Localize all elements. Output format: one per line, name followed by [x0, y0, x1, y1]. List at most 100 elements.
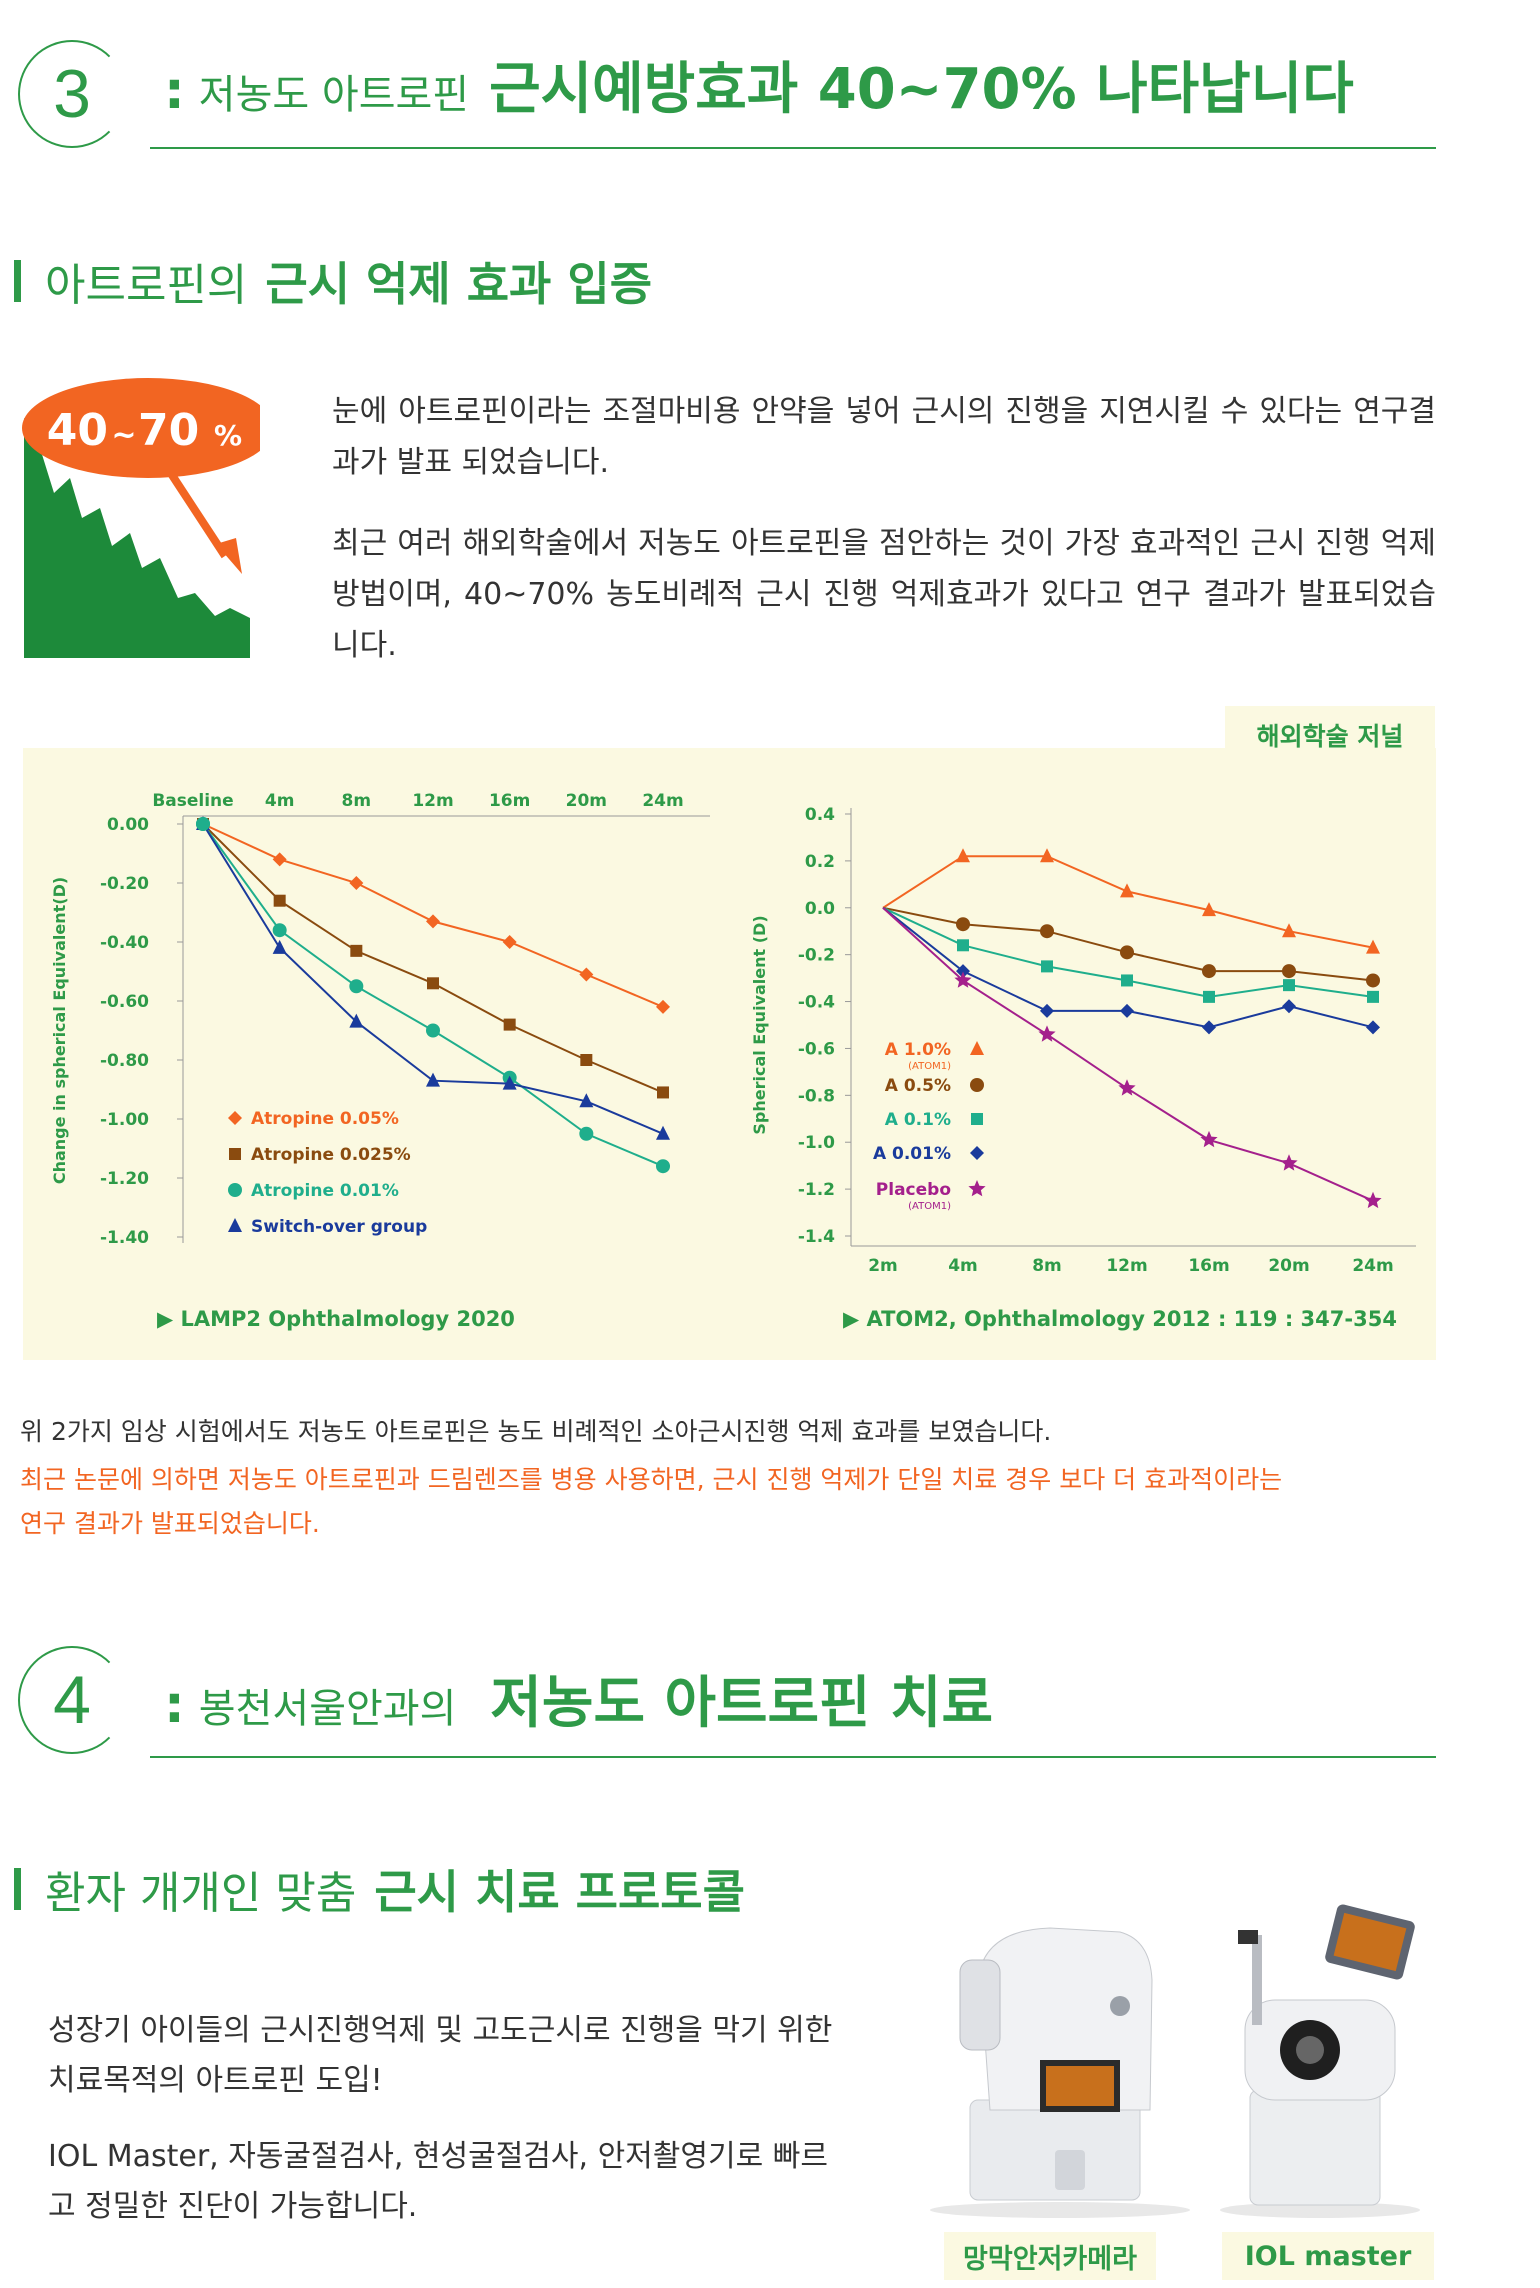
data-point — [1367, 990, 1379, 1003]
data-point — [426, 1072, 440, 1087]
legend-sub: (ATOM1) — [908, 1061, 951, 1072]
y-tick-label: -0.20 — [100, 874, 149, 894]
data-point — [956, 917, 970, 932]
protocol-paragraph-2: IOL Master, 자동굴절검사, 현성굴절검사, 안저촬영기로 빠르고 정… — [48, 2139, 828, 2224]
data-point — [957, 939, 969, 952]
subhead-bar — [14, 1868, 21, 1910]
y-tick-label: 0.2 — [805, 852, 835, 872]
data-point — [1366, 1020, 1380, 1035]
legend-marker — [968, 1180, 986, 1197]
data-point — [656, 1159, 670, 1174]
intro-paragraph-1: 눈에 아트로핀이라는 조절마비용 안약을 넣어 근시의 진행을 지연시킬 수 있… — [332, 394, 1436, 480]
data-point — [956, 848, 970, 863]
x-tick-label: 20m — [1268, 1256, 1309, 1276]
y-axis-label: Spherical Equivalent (D) — [750, 915, 769, 1134]
legend-sub: (ATOM1) — [908, 1201, 951, 1212]
origin-point — [196, 817, 210, 831]
intro-paragraph-2: 최근 여러 해외학술에서 저농도 아트로핀을 점안하는 것이 가장 효과적인 근… — [332, 526, 1436, 663]
x-tick-label: 8m — [342, 791, 372, 811]
data-point — [349, 876, 364, 890]
decline-shape — [24, 418, 250, 658]
section4-title: : 봉천서울안과의 저농도 아트로핀 치료 — [164, 1671, 994, 1736]
data-point — [349, 1013, 364, 1028]
data-point — [1120, 883, 1134, 898]
data-point — [1038, 1025, 1056, 1042]
chart-source: ▶ LAMP2 Ophthalmology 2020 — [157, 1307, 515, 1331]
data-point — [349, 979, 364, 994]
data-point — [1282, 923, 1296, 938]
legend-marker — [228, 1183, 242, 1197]
arrow-head — [216, 538, 242, 574]
section3-title: : 저농도 아트로핀 근시예방효과 40~70% 나타납니다 — [164, 57, 1354, 122]
y-tick-label: -0.80 — [100, 1051, 149, 1071]
legend-label: Atropine 0.05% — [251, 1109, 399, 1129]
data-point — [350, 944, 363, 957]
x-tick-label: 4m — [948, 1256, 978, 1276]
data-point — [273, 894, 286, 907]
y-tick-label: -1.0 — [798, 1133, 835, 1153]
data-point — [1120, 1003, 1134, 1018]
y-tick-label: -0.6 — [798, 1039, 835, 1059]
data-point — [1282, 964, 1296, 979]
y-tick-label: -1.40 — [100, 1228, 149, 1248]
data-point — [1121, 974, 1133, 987]
data-point — [426, 914, 440, 929]
x-tick-label: 16m — [489, 791, 530, 811]
y-tick-label: -0.4 — [798, 993, 835, 1013]
x-tick-label: 12m — [1106, 1256, 1147, 1276]
data-point — [1282, 999, 1296, 1014]
section-number-4: 4 — [18, 1646, 126, 1754]
section4-divider — [150, 1756, 1436, 1758]
legend-label: A 0.01% — [873, 1144, 951, 1164]
data-point — [954, 971, 972, 988]
y-tick-label: -1.00 — [100, 1110, 149, 1130]
data-point — [272, 939, 287, 954]
data-point — [956, 964, 970, 979]
data-point — [579, 1126, 594, 1141]
note-line-3: 연구 결과가 발표되었습니다. — [20, 1509, 320, 1538]
protocol-paragraph-1: 성장기 아이들의 근시진행억제 및 고도근시로 진행을 막기 위한 치료목적의 … — [48, 2013, 833, 2098]
section3-divider — [150, 147, 1436, 149]
subhead-myopia-suppression: 아트로핀의 근시 억제 효과 입증 — [14, 248, 652, 314]
data-point — [656, 1125, 670, 1140]
data-point — [1366, 973, 1380, 988]
note-line-1: 위 2가지 임상 시험에서도 저농도 아트로핀은 농도 비례적인 소아근시진행 … — [20, 1417, 1052, 1446]
data-point — [579, 1093, 594, 1108]
data-point — [1040, 1003, 1054, 1018]
legend-marker — [970, 1146, 984, 1160]
data-point — [657, 1086, 669, 1099]
data-point — [1202, 964, 1216, 979]
legend-marker — [970, 1078, 984, 1092]
y-tick-label: -0.60 — [100, 992, 149, 1012]
data-point — [427, 977, 439, 990]
y-tick-label: 0.00 — [107, 815, 149, 835]
chart-atom2: 0.4 0.2 0.0 -0.2 -0.4 -0.6 -0.8 -1.0 -1.2 -1.4 2m 4… — [750, 805, 1416, 1331]
data-point — [656, 999, 670, 1014]
data-point — [1202, 902, 1216, 917]
data-point — [272, 923, 287, 938]
data-point — [1366, 939, 1380, 954]
arrow-line — [166, 469, 229, 559]
data-point — [272, 852, 287, 867]
y-tick-label: -0.8 — [798, 1086, 835, 1106]
legend-label: A 0.1% — [885, 1110, 951, 1130]
data-point — [503, 1018, 516, 1031]
legend-marker — [228, 1218, 242, 1232]
legend-label: Placebo — [876, 1180, 951, 1200]
data-point — [1118, 1079, 1136, 1096]
series-line — [882, 855, 1374, 949]
data-point — [502, 935, 517, 949]
x-tick-label: 8m — [1032, 1256, 1062, 1276]
percent-badge — [22, 378, 260, 478]
data-point — [1041, 960, 1053, 973]
legend-marker — [971, 1113, 983, 1125]
caption-fundus-camera: 망막안저카메라 — [944, 2232, 1156, 2280]
caption-iol-master: IOL master — [1222, 2232, 1434, 2280]
legend-label: Switch-over group — [251, 1217, 427, 1237]
data-point — [1120, 945, 1134, 960]
x-tick-label: 16m — [1188, 1256, 1229, 1276]
x-tick-label: 24m — [642, 791, 683, 811]
y-tick-label: 0.0 — [805, 899, 835, 919]
badge-unit: % — [214, 419, 242, 452]
x-tick-label: 24m — [1352, 1256, 1393, 1276]
